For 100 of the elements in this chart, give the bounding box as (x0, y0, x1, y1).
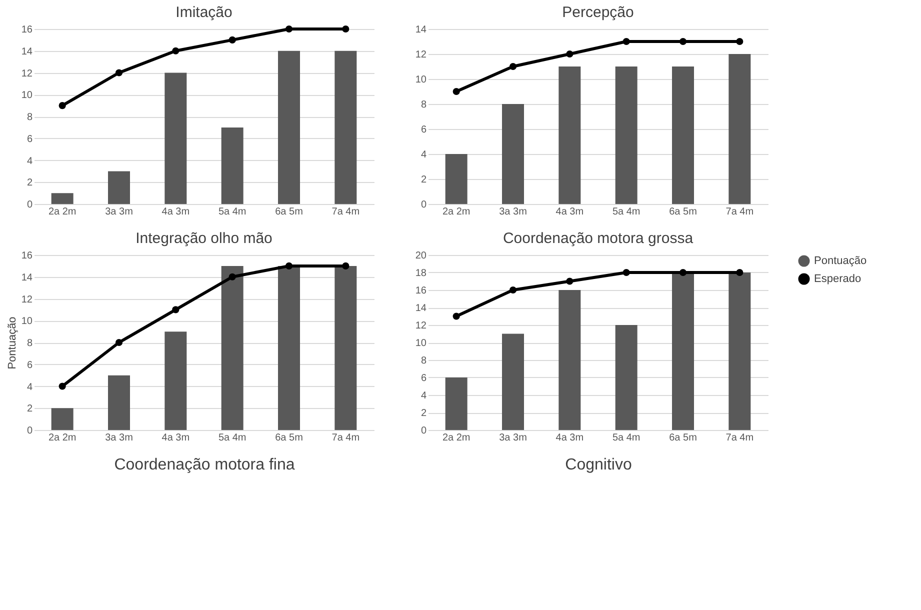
x-tick-label: 7a 4m (332, 432, 360, 444)
point (566, 278, 574, 285)
text: Cognitivo (565, 456, 632, 474)
x-tick-label: 4a 3m (162, 432, 190, 444)
point (285, 25, 293, 33)
point (622, 268, 630, 276)
y-tick-label: 14 (21, 46, 33, 58)
bar (278, 50, 300, 204)
point (172, 47, 180, 54)
x-tick-label: 6a 5m (275, 432, 303, 444)
bar (445, 378, 468, 430)
y-tick-label: 18 (415, 268, 427, 279)
point (228, 273, 236, 280)
chart-title: Integração olho mão (136, 230, 272, 247)
bar (334, 266, 357, 430)
bar (278, 266, 300, 430)
x-tick-label: 6a 5m (669, 432, 697, 444)
y-tick-label: 4 (420, 150, 427, 160)
bar (334, 50, 357, 204)
legend-label: Esperado (814, 273, 862, 285)
point (58, 102, 66, 110)
point (736, 38, 744, 46)
point (452, 312, 460, 320)
chart-title: Coordenação motora grossa (502, 230, 694, 247)
x-tick-label: 3a 3m (499, 432, 527, 444)
y-tick-label: 6 (420, 373, 427, 384)
point (228, 36, 236, 44)
x-tick-label: 2a 2m (442, 206, 470, 218)
bar (108, 375, 130, 430)
y-tick-label: 8 (420, 356, 427, 366)
x-tick-label: 6a 5m (275, 206, 303, 218)
bar (164, 72, 187, 204)
y-tick-label: 12 (21, 294, 33, 306)
y-tick-label: 10 (21, 90, 33, 102)
legend-label: Pontuação (814, 255, 867, 267)
bar (672, 66, 694, 204)
y-tick-label: 14 (415, 24, 427, 36)
x-tick-label: 7a 4m (726, 432, 754, 444)
y-tick-label: 20 (415, 250, 427, 262)
point (566, 50, 574, 58)
text: Coordenação motora fina (114, 456, 295, 474)
bar (108, 171, 130, 204)
y-tick-label: 6 (420, 124, 427, 136)
bar (672, 272, 694, 430)
y-tick-label: 6 (26, 360, 33, 371)
bar (51, 408, 74, 430)
y-tick-label: 16 (21, 24, 33, 36)
x-tick-label: 6a 5m (669, 206, 697, 218)
x-tick-label: 5a 4m (612, 432, 640, 444)
bar (502, 104, 524, 204)
y-tick-label: 0 (420, 200, 427, 210)
y-tick-label: 10 (415, 338, 427, 349)
y-tick-label: 2 (420, 174, 427, 186)
bar (221, 266, 244, 430)
x-tick-label: 2a 2m (48, 432, 76, 444)
y-tick-label: 4 (26, 382, 33, 393)
point (115, 338, 123, 346)
bar (728, 54, 751, 204)
x-tick-label: 4a 3m (162, 206, 190, 218)
bar (221, 127, 244, 204)
y-tick-label: 10 (21, 316, 33, 328)
point (342, 262, 350, 270)
point (342, 25, 350, 33)
y-tick-label: 2 (26, 178, 33, 189)
x-tick-label: 5a 4m (218, 206, 246, 218)
bar (445, 154, 468, 204)
y-tick-label: 2 (420, 408, 427, 419)
point (172, 306, 180, 314)
bar (164, 332, 187, 430)
y-tick-label: 16 (415, 286, 427, 296)
bar (502, 334, 524, 430)
point (622, 38, 630, 46)
x-tick-label: 7a 4m (726, 206, 754, 218)
point (452, 88, 460, 96)
x-tick-label: 3a 3m (105, 206, 133, 218)
point (679, 268, 687, 276)
bar (728, 272, 751, 430)
y-tick-label: 8 (420, 100, 427, 110)
y-tick-label: 8 (26, 112, 33, 123)
chart-title: Imitação (176, 4, 232, 21)
x-tick-label: 7a 4m (332, 206, 360, 218)
y-tick-label: 14 (415, 303, 427, 314)
point (736, 268, 744, 276)
y-tick-label: 0 (26, 200, 33, 210)
x-tick-label: 2a 2m (442, 432, 470, 444)
y-axis-title: Pontuação (6, 316, 18, 370)
x-tick-label: 3a 3m (499, 206, 527, 218)
y-tick-label: 14 (21, 272, 33, 284)
y-tick-label: 12 (21, 68, 33, 80)
point (509, 286, 517, 294)
y-tick-label: 10 (415, 74, 427, 86)
point (509, 62, 517, 70)
x-tick-label: 4a 3m (556, 432, 584, 444)
x-tick-label: 5a 4m (612, 206, 640, 218)
y-tick-label: 8 (26, 338, 33, 349)
x-tick-label: 4a 3m (556, 206, 584, 218)
y-tick-label: 0 (420, 426, 427, 436)
chart-title: Percepção (562, 4, 634, 21)
bar (615, 66, 638, 204)
y-tick-label: 4 (26, 156, 33, 167)
